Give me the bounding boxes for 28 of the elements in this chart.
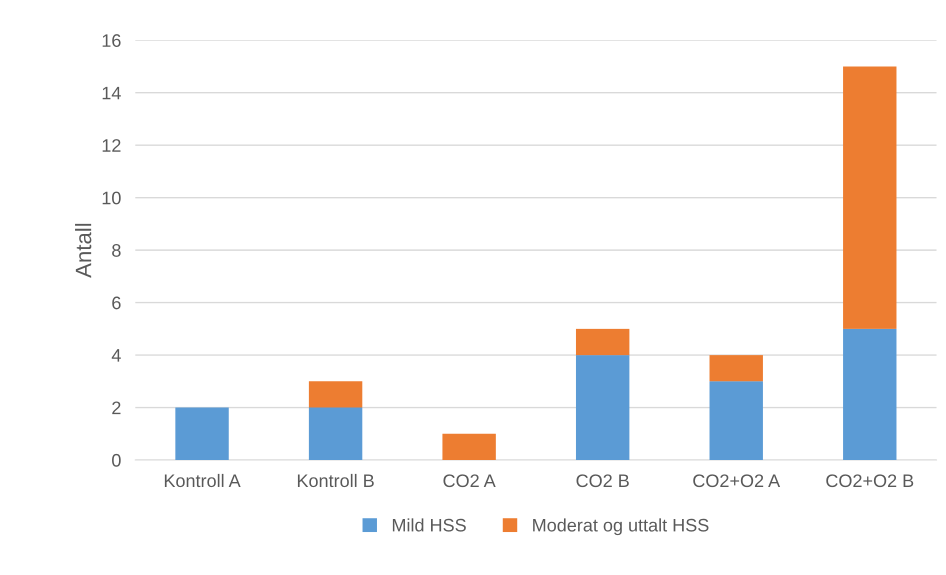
bar bbox=[843, 66, 896, 329]
bar bbox=[576, 355, 630, 460]
y-tick-label: 14 bbox=[102, 86, 121, 100]
bar bbox=[710, 355, 763, 382]
y-tick-label: 16 bbox=[102, 34, 121, 47]
y-axis-title: Antall bbox=[75, 224, 92, 278]
legend-label: Mild HSS bbox=[392, 518, 466, 532]
x-tick-label: CO2 B bbox=[576, 474, 629, 488]
y-tick-label: 4 bbox=[112, 349, 121, 362]
bar bbox=[710, 381, 763, 460]
y-tick-label: 12 bbox=[102, 139, 120, 152]
bar bbox=[308, 381, 362, 408]
x-tick-label: CO2+O2 A bbox=[693, 474, 780, 488]
bar bbox=[576, 328, 630, 356]
x-tick-label: Kontroll B bbox=[298, 474, 374, 488]
bar bbox=[308, 408, 362, 460]
x-tick-label: Kontroll A bbox=[164, 474, 241, 488]
legend-label: Moderat og uttalt HSS bbox=[533, 518, 708, 536]
x-tick-label: CO2+O2 B bbox=[826, 474, 914, 488]
bar bbox=[843, 328, 896, 460]
bar bbox=[442, 434, 496, 460]
y-tick-label: 10 bbox=[102, 192, 121, 204]
bar bbox=[175, 408, 229, 460]
y-tick-label: 2 bbox=[112, 401, 120, 414]
x-tick-label: CO2 A bbox=[443, 474, 496, 488]
y-tick-label: 6 bbox=[112, 296, 121, 310]
y-tick-label: 8 bbox=[112, 244, 121, 257]
y-tick-label: 0 bbox=[112, 454, 121, 467]
